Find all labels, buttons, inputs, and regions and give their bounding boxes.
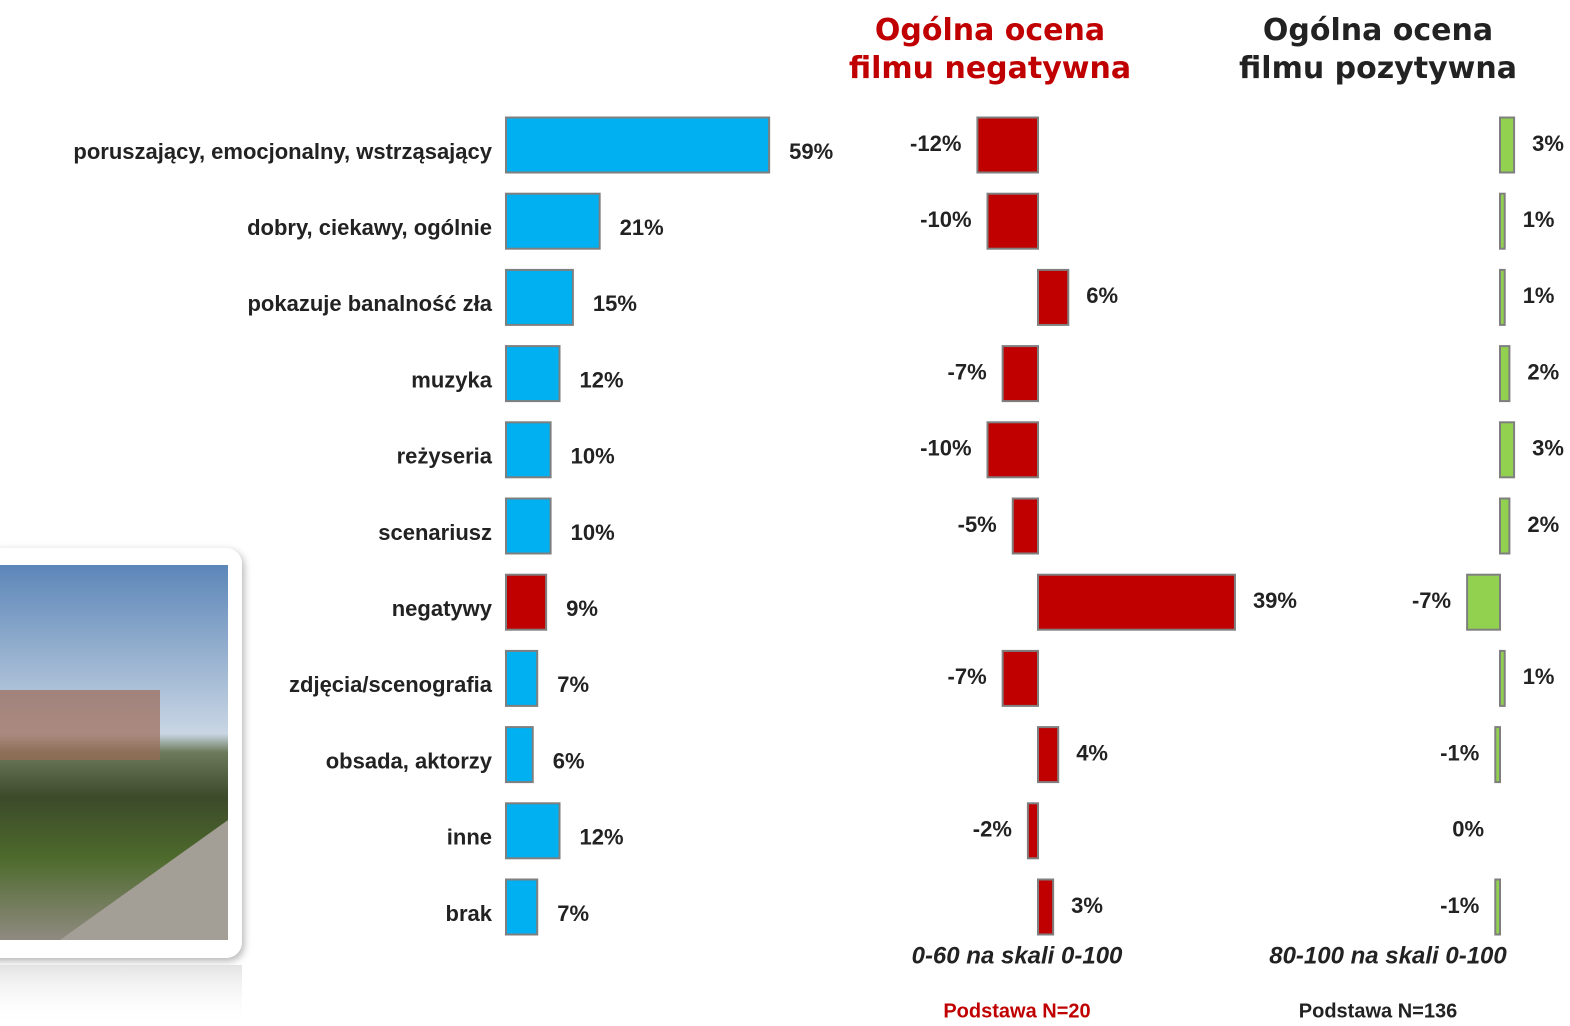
bar xyxy=(505,116,771,174)
value-label: -12% xyxy=(910,131,961,156)
bar xyxy=(505,192,601,250)
value-label: -10% xyxy=(920,207,971,232)
value-label: 10% xyxy=(571,444,615,469)
value-label: -5% xyxy=(958,512,997,537)
bar xyxy=(505,268,574,326)
bar xyxy=(505,345,561,403)
value-label: 21% xyxy=(620,215,664,240)
value-label: 1% xyxy=(1523,283,1555,308)
value-label: 10% xyxy=(571,520,615,545)
value-label: -2% xyxy=(973,817,1012,842)
value-label: -1% xyxy=(1440,893,1479,918)
bar xyxy=(1499,192,1506,250)
scale-note: 0-60 na skali 0-100 xyxy=(912,942,1123,969)
value-label: -10% xyxy=(920,436,971,461)
value-label: 7% xyxy=(557,901,589,926)
value-label: 2% xyxy=(1527,512,1559,537)
photo-path xyxy=(60,820,228,940)
bar xyxy=(1494,726,1502,784)
bar xyxy=(505,726,534,784)
bar xyxy=(1499,421,1516,479)
bar xyxy=(1001,649,1040,707)
value-label: 0% xyxy=(1452,817,1484,842)
bar xyxy=(505,649,539,707)
category-label: dobry, ciekawy, ogólnie xyxy=(247,215,492,240)
value-label: 2% xyxy=(1527,359,1559,384)
bar xyxy=(1037,726,1060,784)
bar xyxy=(505,878,539,936)
category-label: zdjęcia/scenografia xyxy=(289,672,493,697)
bar xyxy=(1037,268,1070,326)
bar xyxy=(1011,497,1039,555)
category-label: muzyka xyxy=(411,367,492,392)
value-label: 4% xyxy=(1076,740,1108,765)
bar xyxy=(1499,497,1511,555)
bar xyxy=(505,421,552,479)
value-label: 3% xyxy=(1532,436,1564,461)
bar xyxy=(986,421,1039,479)
value-label: 39% xyxy=(1253,588,1297,613)
scale-note: 80-100 na skali 0-100 xyxy=(1269,942,1507,969)
bar xyxy=(1499,268,1506,326)
bar xyxy=(1499,116,1516,174)
bar xyxy=(505,573,548,631)
value-label: 9% xyxy=(566,596,598,621)
bar xyxy=(505,497,552,555)
value-label: 1% xyxy=(1523,664,1555,689)
base-note: Podstawa N=136 xyxy=(1299,1000,1457,1022)
bar xyxy=(1499,649,1506,707)
value-label: -7% xyxy=(1412,588,1451,613)
bar xyxy=(1026,802,1040,860)
category-label: scenariusz xyxy=(378,520,492,545)
category-label: negatywy xyxy=(392,596,493,621)
value-label: -7% xyxy=(948,664,987,689)
value-label: 1% xyxy=(1523,207,1555,232)
value-label: 12% xyxy=(580,825,624,850)
value-label: 15% xyxy=(593,291,637,316)
value-label: 7% xyxy=(557,672,589,697)
bar xyxy=(986,192,1039,250)
bar xyxy=(1466,573,1501,631)
panel-title: Ogólna ocena filmu pozytywna xyxy=(1239,13,1517,86)
value-label: -1% xyxy=(1440,740,1479,765)
value-label: 12% xyxy=(580,367,624,392)
bar xyxy=(1037,878,1055,936)
category-label: obsada, aktorzy xyxy=(326,748,493,773)
photo-wall xyxy=(0,690,160,760)
photo-reflection xyxy=(0,965,242,1025)
bar xyxy=(1001,345,1040,403)
category-label: brak xyxy=(446,901,493,926)
category-label: inne xyxy=(447,825,492,850)
value-label: 6% xyxy=(553,748,585,773)
value-label: 59% xyxy=(789,139,833,164)
category-label: pokazuje banalność zła xyxy=(247,291,492,316)
panel-title: Ogólna ocena filmu negatywna xyxy=(848,13,1132,86)
value-label: 6% xyxy=(1086,283,1118,308)
bar xyxy=(1494,878,1502,936)
bar xyxy=(1037,573,1236,631)
value-label: -7% xyxy=(948,359,987,384)
base-note: Podstawa N=20 xyxy=(943,1000,1090,1022)
category-label: reżyseria xyxy=(397,444,493,469)
bar xyxy=(1499,345,1511,403)
category-label: poruszający, emocjonalny, wstrząsający xyxy=(73,139,492,164)
value-label: 3% xyxy=(1071,893,1103,918)
bar xyxy=(976,116,1040,174)
bar xyxy=(505,802,561,860)
value-label: 3% xyxy=(1532,131,1564,156)
